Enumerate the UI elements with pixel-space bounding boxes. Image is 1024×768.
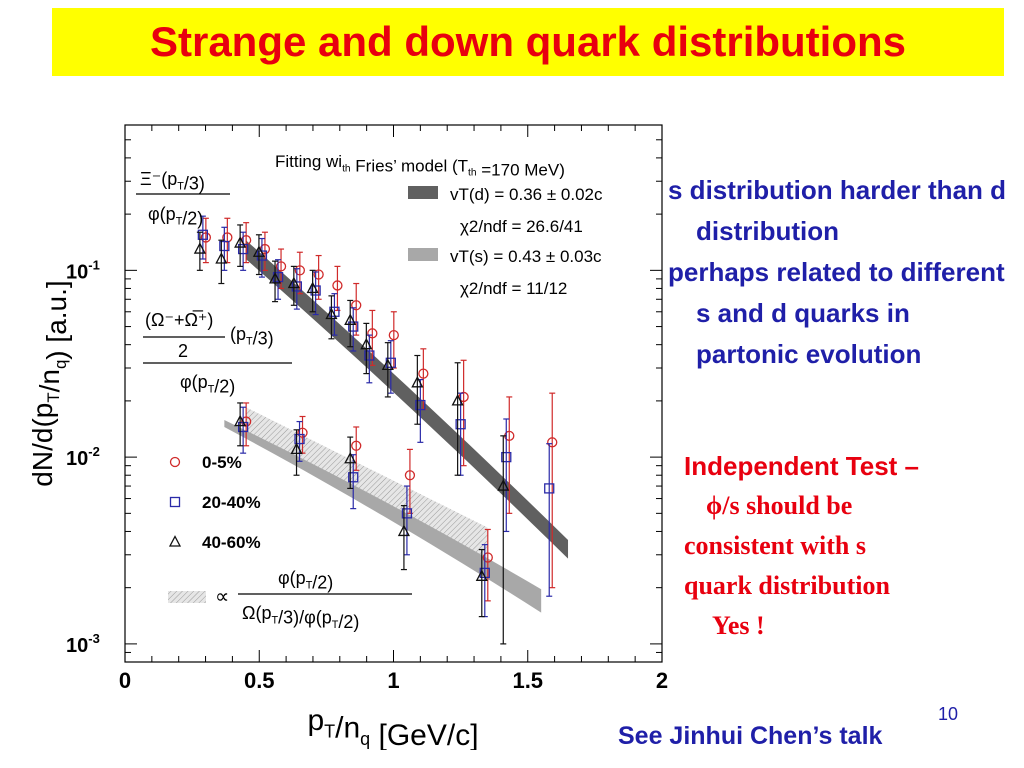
y-axis-label: dN/d(pT/nq) [a.u.] [27,280,72,486]
data-point [501,451,512,463]
data-point [475,569,488,581]
bullet-list: s distribution harder than d distributio… [668,170,1018,375]
x-axis-label: pT/nq [GeV/c] [307,704,478,750]
x-tick-label: 2 [656,668,668,693]
omega-ratio-denominator: φ(pT/2) [180,372,235,397]
prop-symbol: ∝ [215,586,229,608]
fit-legend-label: vT(s) = 0.43 ± 0.03c [450,247,602,266]
data-point [401,508,413,519]
data-point [547,437,558,448]
data-point [364,350,375,361]
data-point [404,470,416,481]
data-point [418,368,429,379]
data-point [297,427,308,438]
fit-title: Fitting with Fries’ model (Tth =170 MeV) [275,152,565,180]
data-point [367,328,378,339]
data-point [381,358,394,370]
data-point [234,414,247,427]
xi-ratio-numerator: Ξ⁻(pT/3) [140,169,205,194]
data-point [360,337,373,350]
hatched-legend-swatch [168,591,206,603]
data-point [544,483,555,494]
independent-test-title: Independent Test – [684,451,919,481]
independent-test-line: consistent with s [684,531,867,560]
data-point [219,240,230,252]
independent-test: Independent Test – ϕ/s should be consist… [684,446,1014,646]
data-point [497,479,510,491]
data-point [268,271,282,284]
data-point [252,245,266,257]
legend-label: 20-40% [202,493,261,512]
x-tick-label: 0.5 [244,668,275,693]
fit-band [245,240,569,559]
x-tick-label: 1 [387,668,399,693]
data-point [215,252,228,264]
data-point [294,265,305,276]
data-point [306,281,319,294]
legend-label: 40-60% [202,533,261,552]
fit-chi2-label: χ2/ndf = 26.6/41 [460,217,583,236]
data-point [234,236,247,248]
data-point [397,524,411,537]
independent-test-answer: Yes ! [712,611,765,640]
legend-marker [169,496,181,508]
data-point [200,232,212,243]
data-point [275,261,287,272]
data-point [411,375,424,388]
x-tick-label: 0 [119,668,131,693]
legend-marker [169,456,181,468]
data-point [415,399,426,411]
data-point [287,276,300,289]
data-point [313,269,324,280]
y-tick-label: 10-2 [66,444,100,470]
slide-title: Strange and down quark distributions [149,18,907,65]
prop-numerator: φ(pT/2) [278,568,333,593]
y-tick-label: 10-3 [66,631,100,657]
data-point [197,229,209,240]
data-point [351,300,362,311]
legend-label: 0-5% [202,453,242,472]
chart: 0 0.5 1 1.5 2 10-1 10-2 10-3 pT/nq [GeV/c] dN/d(p… [27,124,668,750]
data-point [310,285,321,296]
title-banner: Strange and down quark distributions [52,8,1004,76]
data-point [193,242,206,254]
fit-band [224,420,542,613]
footer-note: See Jinhui Chen’s talk [618,722,883,750]
data-point [344,451,357,464]
omega-ratio-suffix: (pT/3) [230,324,274,349]
y-tick-label: 10-1 [66,257,100,283]
independent-test-line: ϕ/s should be [706,491,853,520]
data-point [351,440,362,451]
data-point [388,329,399,341]
data-point [291,281,302,292]
fit-legend-swatch [408,248,438,261]
data-point [344,313,357,325]
data-point [482,552,493,563]
data-point [348,321,359,332]
data-point [332,280,343,291]
fit-legend-swatch [408,186,438,199]
data-point [451,393,464,406]
data-point [240,416,252,427]
data-point [325,307,338,320]
omega-ratio-numerator: (Ω⁻+Ω̅⁺) [145,310,213,330]
legend-marker [168,535,182,547]
fit-chi2-label: χ2/ndf = 11/12 [460,279,567,298]
fit-legend-label: vT(d) = 0.36 ± 0.02c [450,185,603,204]
prop-denominator: Ω(pT/3)/φ(pT/2) [242,603,359,632]
bullet-item: s distribution harder than d distributio… [668,175,1007,246]
bullet-item: perhaps related to different s and d qua… [668,257,1005,369]
data-point [294,433,305,445]
data-point [348,472,359,483]
page-number: 10 [938,704,959,724]
data-point [290,442,303,455]
data-point [455,419,466,430]
x-tick-label: 1.5 [512,668,543,693]
xi-ratio-denominator: φ(pT/2) [148,204,203,229]
independent-test-line: quark distribution [684,571,890,600]
omega-ratio-half: 2 [178,341,188,361]
